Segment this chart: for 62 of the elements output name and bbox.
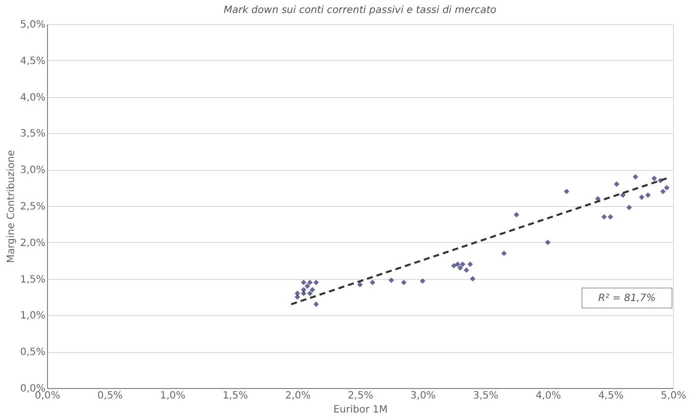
point (388, 278, 394, 283)
point (300, 286, 306, 292)
y-tick-label: 4,5% (20, 56, 46, 67)
x-tick-label: 2,5% (348, 390, 374, 402)
y-axis-title: Margine Contribuzione (6, 150, 18, 264)
point (420, 278, 426, 284)
y-tick-label: 3,5% (20, 128, 46, 140)
x-tick-label: 4,0% (536, 390, 562, 402)
point (467, 262, 473, 267)
point (457, 265, 463, 271)
y-tick-label: 0,5% (20, 347, 46, 358)
point (564, 188, 570, 194)
point (651, 176, 657, 182)
point (310, 286, 316, 292)
chart-title: Mark down sui conti correnti passivi e tassi di mercato (224, 5, 496, 16)
point (608, 214, 614, 220)
y-tick-label: 1,0% (20, 310, 46, 322)
point (660, 188, 666, 194)
y-tick-label: 4,0% (20, 92, 46, 104)
point (514, 212, 520, 218)
point (545, 240, 551, 246)
point (454, 262, 460, 267)
point (664, 185, 670, 191)
x-tick-label: 3,0% (410, 390, 436, 402)
point (370, 280, 376, 286)
x-tick-label: 1,0% (160, 390, 186, 402)
point (357, 282, 363, 288)
y-tick-label: 1,5% (20, 274, 46, 286)
y-tick-label: 3,0% (20, 165, 46, 176)
x-tick-label: 3,5% (472, 390, 498, 402)
annotation: R² = 81,7% (598, 293, 656, 304)
y-tick-label: 5,0% (20, 20, 46, 30)
point (626, 204, 632, 210)
point (464, 267, 470, 273)
point (294, 294, 300, 300)
point (470, 276, 476, 282)
x-tick-label: 4,5% (598, 390, 624, 402)
point (632, 174, 638, 180)
y-tick-label: 2,0% (20, 238, 46, 249)
point (595, 196, 601, 202)
x-tick-label: 5,0% (660, 390, 686, 402)
x-tick-label: 0,5% (97, 390, 123, 402)
x-tick-label: 1,5% (222, 390, 248, 402)
point (313, 280, 319, 286)
point (614, 181, 620, 187)
point (300, 280, 306, 286)
point (620, 192, 626, 198)
point (645, 192, 651, 198)
y-tick-label: 2,5% (20, 202, 46, 212)
point (313, 302, 319, 308)
point (638, 194, 644, 200)
point (501, 250, 507, 256)
point (294, 290, 300, 296)
point (307, 290, 313, 296)
point (601, 214, 607, 220)
point (460, 262, 466, 267)
x-axis-title: Euribor 1M (333, 404, 388, 416)
point (451, 262, 457, 268)
point (304, 283, 310, 289)
point (307, 280, 313, 286)
point (401, 280, 407, 286)
x-tick-label: 2,0% (285, 390, 311, 402)
